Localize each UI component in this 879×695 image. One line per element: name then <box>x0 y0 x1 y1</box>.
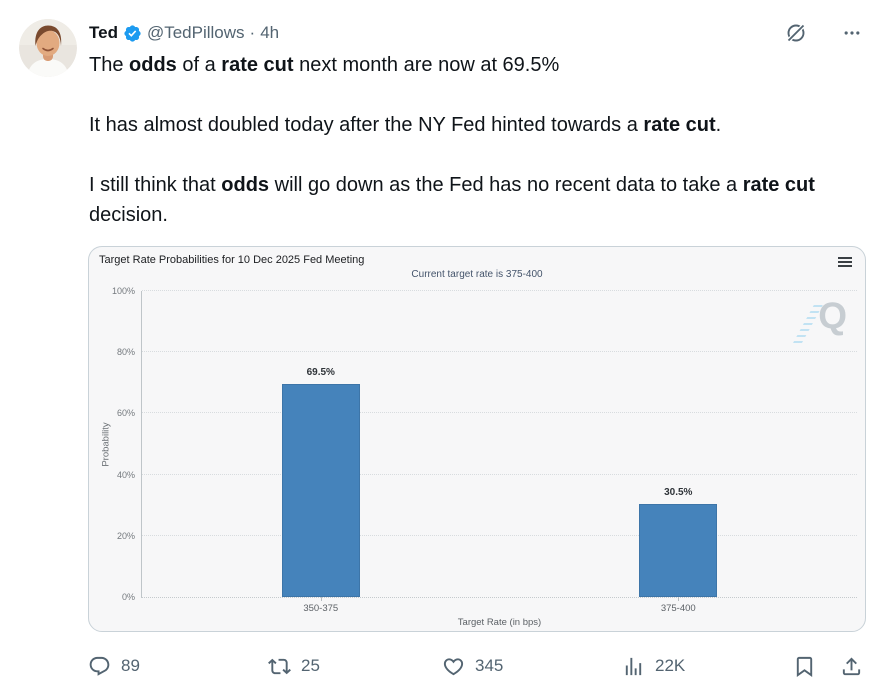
y-tick-label: 100% <box>111 286 135 296</box>
reply-count: 89 <box>121 656 140 675</box>
watermark-letter: Q <box>818 295 847 336</box>
x-tick-mark <box>678 597 680 601</box>
gridline <box>142 534 857 536</box>
y-tick-label: 60% <box>116 408 135 419</box>
text-segment: will go down as the Fed has no recent da… <box>269 174 743 196</box>
y-axis-label-wrap: Probability <box>98 291 114 597</box>
gridline <box>142 473 857 475</box>
share-icon <box>842 656 861 675</box>
y-tick-label: 80% <box>116 347 135 358</box>
chart-watermark: Q <box>793 295 847 343</box>
repost-icon <box>268 658 291 674</box>
views-button[interactable]: 22K <box>622 646 685 686</box>
x-tick-mark <box>320 597 322 601</box>
bar <box>281 384 360 597</box>
reply-button[interactable]: 89 <box>88 646 140 686</box>
like-icon <box>443 657 464 675</box>
display-name[interactable]: Ted <box>89 23 118 42</box>
bar <box>639 503 718 597</box>
grok-button[interactable] <box>784 21 808 45</box>
gridline <box>142 290 857 291</box>
text-segment: next month are now at 69.5% <box>293 54 560 76</box>
bold-segment: odds <box>221 174 270 196</box>
tweet-image-chart[interactable]: Target Rate Probabilities for 10 Dec 202… <box>88 246 866 632</box>
bar-value-label: 69.5% <box>306 367 335 379</box>
text-segment: It has almost doubled today after the NY… <box>89 114 644 136</box>
text-segment: of a <box>176 54 222 76</box>
chart-subtitle: Current target rate is 375-400 <box>411 269 543 280</box>
chart-title: Target Rate Probabilities for 10 Dec 202… <box>99 254 365 266</box>
text-segment: . <box>715 114 722 136</box>
views-icon <box>625 657 642 675</box>
gridline <box>142 351 857 353</box>
bookmark-icon <box>796 656 813 677</box>
x-axis-label: Target Rate (in bps) <box>457 617 542 628</box>
bold-segment: odds <box>129 54 177 76</box>
x-tick-label: 375-400 <box>660 603 696 614</box>
repost-count: 25 <box>301 656 320 675</box>
avatar[interactable] <box>19 19 77 77</box>
bookmark-button[interactable] <box>793 646 816 686</box>
tweet-text: The odds of a rate cut next month are no… <box>89 50 839 260</box>
avatar-image <box>19 19 77 77</box>
y-tick-label: 40% <box>116 469 135 480</box>
y-axis-label: Probability <box>100 421 112 467</box>
y-tick-label: 0% <box>121 592 135 602</box>
y-tick-label: 20% <box>116 530 135 541</box>
views-count: 22K <box>655 656 686 675</box>
share-button[interactable] <box>840 646 863 686</box>
tweet-paragraph-1: The odds of a rate cut next month are no… <box>89 50 839 80</box>
handle: @TedPillows <box>146 23 245 42</box>
separator-dot: · <box>249 23 256 42</box>
post-header: Ted @TedPillows · 4h <box>89 20 862 46</box>
verified-badge-icon <box>124 24 141 42</box>
bar-value-label: 30.5% <box>664 486 693 498</box>
chart-menu-icon <box>838 257 852 269</box>
more-icon <box>844 31 860 35</box>
action-bar: 89 25 345 22K <box>88 646 862 686</box>
more-button[interactable] <box>842 23 862 43</box>
handle-group[interactable]: @TedPillows · 4h <box>147 23 279 43</box>
bold-segment: rate cut <box>643 114 716 136</box>
grok-icon <box>787 24 805 42</box>
reply-icon <box>89 656 110 676</box>
x-tick-label: 350-375 <box>303 603 339 614</box>
like-count: 345 <box>475 656 504 675</box>
timestamp: 4h <box>260 23 280 42</box>
text-segment: The <box>89 54 130 76</box>
header-icons <box>784 21 862 45</box>
repost-button[interactable]: 25 <box>268 646 320 686</box>
gridline <box>142 412 857 414</box>
like-button[interactable]: 345 <box>442 646 503 686</box>
bold-segment: rate cut <box>742 174 815 196</box>
tweet-paragraph-3: I still think that odds will go down as … <box>89 170 839 230</box>
bold-segment: rate cut <box>221 54 294 76</box>
text-segment: I still think that <box>89 174 222 196</box>
tweet-paragraph-2: It has almost doubled today after the NY… <box>89 110 839 140</box>
chart-plot: Probability Q Target Rate (in bps) 0% 20%… <box>101 286 857 628</box>
text-segment: decision. <box>89 204 168 226</box>
